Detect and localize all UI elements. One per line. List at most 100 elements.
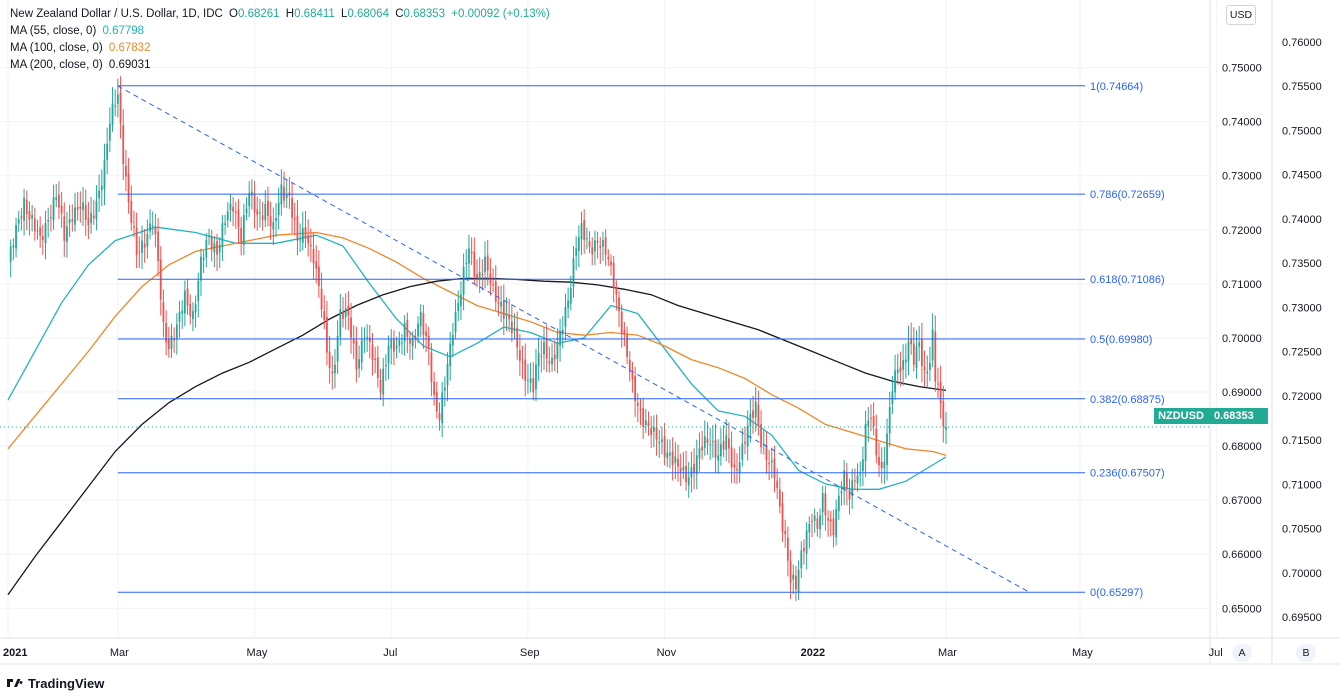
candle-body — [851, 480, 854, 497]
candle-body — [585, 238, 588, 240]
log-scale-button[interactable]: B — [1296, 644, 1316, 662]
candle-body — [162, 302, 165, 323]
candle-body — [891, 391, 894, 404]
candle-body — [599, 245, 602, 248]
candle-body — [146, 234, 149, 247]
candle-body — [84, 205, 87, 220]
candle-body — [701, 446, 704, 451]
ma100-row[interactable]: MA (100, close, 0) 0.67832 — [10, 40, 553, 57]
candle-body — [784, 530, 787, 535]
ma200-label: MA (200, close, 0) — [10, 59, 103, 71]
candle-body — [848, 489, 851, 500]
candle-body — [44, 222, 47, 244]
candle-body — [87, 217, 90, 226]
candle-body — [438, 412, 441, 421]
candle-body — [465, 262, 468, 264]
auto-scale-button[interactable]: A — [1232, 644, 1252, 662]
candle-body — [63, 216, 66, 241]
candle-body — [23, 197, 25, 221]
candle-body — [714, 439, 717, 458]
candle-body — [918, 342, 921, 347]
candle-body — [47, 219, 50, 222]
candle-body — [119, 92, 122, 123]
candle-body — [363, 340, 366, 342]
currency-button[interactable]: USD — [1226, 5, 1256, 25]
candle-body — [902, 360, 905, 370]
candle-body — [661, 439, 663, 443]
candle-body — [234, 211, 237, 213]
candle-body — [350, 317, 352, 338]
candle-body — [272, 222, 275, 230]
candle-body — [931, 329, 934, 361]
candle-body — [864, 423, 867, 461]
candle-body — [127, 173, 130, 203]
candle-body — [143, 243, 146, 248]
candle-body — [497, 302, 500, 304]
candle-body — [626, 334, 628, 357]
candle-body — [698, 448, 701, 459]
candle-body — [840, 491, 843, 494]
candle-body — [339, 309, 342, 337]
candle-body — [551, 357, 553, 365]
candle-body — [521, 361, 524, 363]
candle-body — [256, 209, 259, 215]
candle-body — [68, 219, 71, 224]
y2-tick-label: 0.75500 — [1282, 81, 1322, 93]
candle-body — [151, 225, 154, 227]
candle-body — [15, 225, 17, 249]
y2-tick-label: 0.70500 — [1282, 524, 1322, 536]
candle-body — [175, 324, 178, 340]
candle-body — [821, 492, 824, 513]
candle-body — [776, 480, 779, 488]
open-label: O — [229, 8, 238, 20]
candle-body — [154, 227, 157, 235]
candle-body — [275, 217, 277, 221]
candle-body — [671, 451, 674, 466]
candle-body — [602, 240, 604, 247]
candle-body — [829, 519, 832, 522]
ma200-value: 0.69031 — [108, 59, 151, 71]
tradingview-logo[interactable]: TradingView — [6, 676, 104, 691]
symbol-title: New Zealand Dollar / U.S. Dollar, 1D, ID… — [10, 8, 223, 20]
candle-body — [200, 256, 202, 281]
candle-body — [157, 231, 159, 262]
candle-body — [725, 435, 728, 450]
y-tick-label: 0.70000 — [1222, 333, 1262, 345]
candle-body — [66, 226, 68, 242]
candle-body — [460, 294, 462, 307]
candle-body — [845, 473, 848, 490]
trend-line[interactable] — [117, 85, 1030, 593]
y-tick-label: 0.74000 — [1222, 117, 1262, 129]
candle-body — [374, 358, 377, 361]
candle-body — [870, 418, 872, 420]
candle-body — [197, 280, 200, 302]
candle-body — [430, 352, 433, 383]
candle-body — [344, 308, 347, 318]
candle-body — [443, 387, 446, 391]
candle-body — [575, 248, 578, 256]
candle-body — [390, 338, 393, 349]
candle-body — [679, 468, 682, 474]
fib-level-label: 0.236(0.67507) — [1090, 468, 1165, 480]
candle-body — [894, 370, 896, 393]
x-tick-label: Jul — [383, 647, 397, 659]
candle-body — [867, 420, 870, 427]
ma200-row[interactable]: MA (200, close, 0) 0.69031 — [10, 57, 553, 74]
candle-body — [9, 246, 12, 262]
candle-body — [60, 205, 63, 214]
candle-body — [358, 359, 360, 369]
x-tick-label: May — [247, 647, 268, 659]
candle-body — [797, 569, 800, 593]
candle-body — [449, 343, 452, 367]
ma55-row[interactable]: MA (55, close, 0) 0.67798 — [10, 23, 553, 40]
candle-body — [527, 379, 529, 381]
y2-tick-label: 0.69500 — [1282, 612, 1322, 624]
ma55-value: 0.67798 — [102, 25, 145, 37]
candle-body — [693, 463, 695, 474]
candle-body — [572, 258, 575, 287]
y2-tick-label: 0.71500 — [1282, 435, 1322, 447]
candle-body — [620, 311, 623, 334]
candle-body — [323, 311, 326, 320]
candle-body — [267, 200, 269, 216]
